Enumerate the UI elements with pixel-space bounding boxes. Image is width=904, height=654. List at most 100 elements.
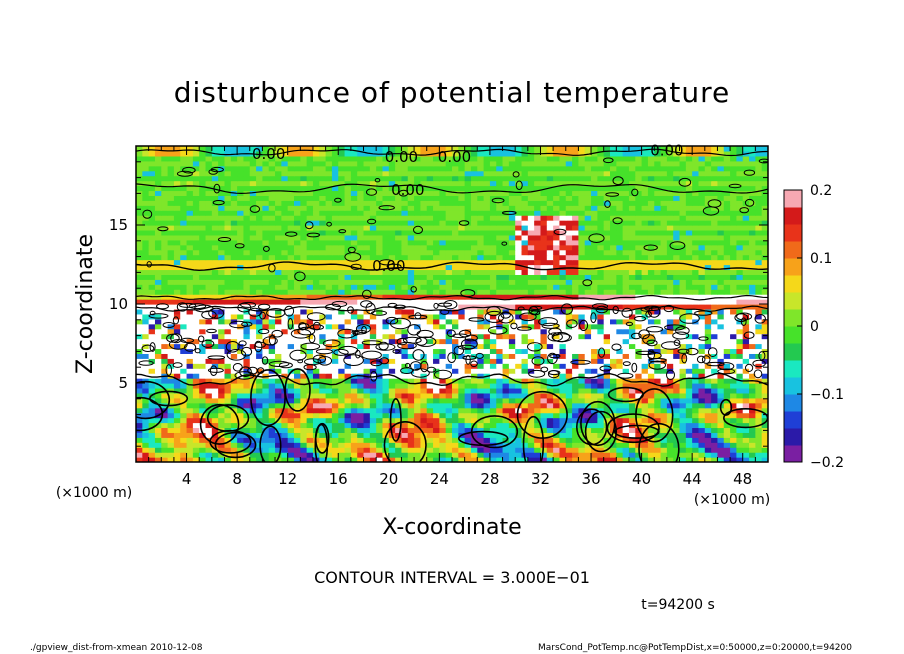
heatmap-cell <box>300 215 308 221</box>
heatmap-cell <box>401 447 409 453</box>
heatmap-cell <box>388 239 396 246</box>
heatmap-cell <box>433 397 440 404</box>
heatmap-cell <box>515 249 523 256</box>
heatmap-cell <box>382 387 390 394</box>
heatmap-cell <box>470 264 478 271</box>
heatmap-cell <box>603 279 611 285</box>
heatmap-cell <box>294 254 301 261</box>
heatmap-cell <box>692 402 700 409</box>
heatmap-cell <box>161 234 169 241</box>
heatmap-cell <box>730 254 737 261</box>
heatmap-cell <box>224 412 232 419</box>
heatmap-cell <box>256 274 263 280</box>
heatmap-cell <box>704 383 712 389</box>
heatmap-cell <box>673 407 681 414</box>
heatmap-cell <box>717 328 725 335</box>
heatmap-cell <box>136 274 143 280</box>
heatmap-cell <box>704 343 712 350</box>
heatmap-cell <box>312 373 320 379</box>
heatmap-cell <box>559 244 567 251</box>
heatmap-cell <box>565 358 573 364</box>
heatmap-cell <box>761 264 768 271</box>
heatmap-cell <box>578 284 586 290</box>
heatmap-cell <box>483 215 491 221</box>
heatmap-cell <box>199 269 207 275</box>
heatmap-cell <box>218 447 226 453</box>
heatmap-cell <box>350 308 358 315</box>
heatmap-cell <box>218 220 226 226</box>
heatmap-cell <box>256 225 263 231</box>
heatmap-cell <box>154 333 162 340</box>
heatmap-cell <box>610 225 617 231</box>
heatmap-cell <box>167 447 175 453</box>
heatmap-cell <box>262 432 270 438</box>
heatmap-cell <box>452 447 459 453</box>
heatmap-cell <box>717 259 725 266</box>
heatmap-cell <box>319 313 327 320</box>
heatmap-cell <box>534 378 542 384</box>
heatmap-cell <box>148 225 156 231</box>
heatmap-cell <box>578 392 586 399</box>
heatmap-cell <box>275 353 282 359</box>
heatmap-cell <box>515 378 523 384</box>
heatmap-cell <box>237 378 245 384</box>
heatmap-cell <box>597 343 605 350</box>
heatmap-cell <box>711 239 719 246</box>
heatmap-cell <box>755 239 763 246</box>
heatmap-cell <box>300 338 308 345</box>
heatmap-cell <box>148 432 156 438</box>
heatmap-cell <box>527 422 535 429</box>
heatmap-cell <box>616 363 624 369</box>
heatmap-cell <box>363 284 371 290</box>
heatmap-cell <box>192 289 200 295</box>
heatmap-cell <box>521 422 529 429</box>
heatmap-cell <box>281 225 289 231</box>
heatmap-cell <box>597 457 605 462</box>
heatmap-cell <box>414 447 421 453</box>
heatmap-cell <box>369 269 377 275</box>
heatmap-cell <box>717 387 725 394</box>
heatmap-cell <box>224 358 232 364</box>
heatmap-cell <box>433 284 440 290</box>
heatmap-cell <box>489 249 497 256</box>
heatmap-cell <box>527 323 535 330</box>
heatmap-cell <box>730 220 737 226</box>
heatmap-cell <box>603 274 611 280</box>
heatmap-cell <box>300 378 308 384</box>
heatmap-cell <box>414 397 421 404</box>
heatmap-cell <box>452 373 459 379</box>
heatmap-cell <box>306 239 314 246</box>
heatmap-cell <box>148 269 156 275</box>
heatmap-cell <box>249 348 257 354</box>
heatmap-cell <box>249 422 257 429</box>
heatmap-cell <box>439 378 447 384</box>
heatmap-cell <box>610 284 617 290</box>
heatmap-cell <box>312 289 320 295</box>
heatmap-cell <box>287 363 295 369</box>
heatmap-cell <box>628 284 636 290</box>
heatmap-cell <box>730 274 737 280</box>
heatmap-cell <box>376 452 384 458</box>
heatmap-cell <box>338 328 346 335</box>
heatmap-cell <box>742 447 750 453</box>
heatmap-cell <box>211 299 219 305</box>
heatmap-cell <box>426 333 434 340</box>
heatmap-cell <box>136 259 143 266</box>
heatmap-cell <box>262 447 270 453</box>
heatmap-cell <box>319 239 327 246</box>
heatmap-cell <box>369 437 377 443</box>
heatmap-cell <box>369 225 377 231</box>
heatmap-cell <box>167 284 175 290</box>
heatmap-cell <box>180 333 188 340</box>
heatmap-cell <box>357 457 365 462</box>
heatmap-cell <box>578 368 586 374</box>
heatmap-cell <box>426 432 434 438</box>
heatmap-cell <box>154 244 162 251</box>
heatmap-cell <box>407 249 415 256</box>
heatmap-cell <box>439 422 447 429</box>
heatmap-cell <box>527 397 535 404</box>
heatmap-cell <box>628 299 636 305</box>
heatmap-cell <box>426 402 434 409</box>
heatmap-cell <box>527 274 535 280</box>
heatmap-cell <box>610 457 617 462</box>
